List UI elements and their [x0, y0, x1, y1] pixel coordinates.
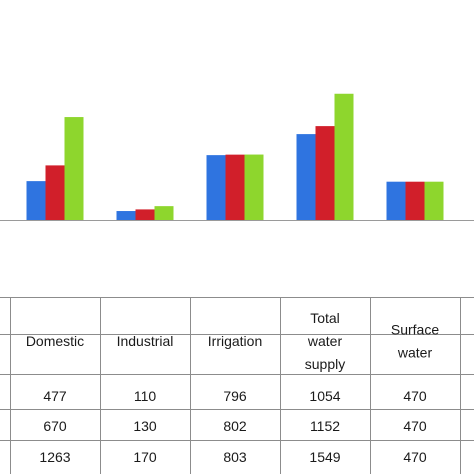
bar-4-series-2: [424, 181, 444, 220]
value-label-1-4: 470: [403, 418, 427, 434]
value-label-2-2: 803: [223, 449, 247, 465]
bar-3-series-1: [315, 126, 335, 220]
bar-0-series-1: [45, 165, 65, 220]
value-label-0-3: 1054: [309, 388, 340, 404]
bar-2-series-1: [225, 154, 245, 220]
bar-0-series-0: [26, 181, 46, 220]
value-label-0-2: 796: [223, 388, 247, 404]
value-label-0-0: 477: [43, 388, 67, 404]
value-label-2-1: 170: [133, 449, 157, 465]
category-label-0: Domestic: [26, 333, 84, 349]
bar-1-series-0: [116, 211, 136, 220]
value-label-1-2: 802: [223, 418, 247, 434]
bar-3-series-2: [334, 93, 354, 220]
category-label-4: Surface water: [391, 322, 439, 361]
data-table-cells: Domestic Industrial Irrigation Total water su…: [26, 310, 440, 465]
bar-1-series-2: [154, 206, 174, 220]
bar-3-series-0: [296, 134, 316, 220]
value-label-2-0: 1263: [39, 449, 70, 465]
category-label-1: Industrial: [117, 333, 174, 349]
bar-4-series-0: [386, 181, 406, 220]
bar-1-series-1: [135, 209, 155, 220]
bar-4-series-1: [405, 181, 425, 220]
value-label-1-0: 670: [43, 418, 67, 434]
value-label-0-4: 470: [403, 388, 427, 404]
category-label-2: Irrigation: [208, 333, 262, 349]
data-table-grid: [0, 297, 474, 474]
value-label-0-1: 110: [134, 388, 157, 404]
value-label-1-3: 1152: [310, 418, 340, 434]
value-label-1-1: 130: [133, 418, 157, 434]
bars-group: [26, 93, 444, 220]
category-label-3: Total water supply: [305, 310, 345, 372]
value-label-2-4: 470: [403, 449, 427, 465]
bar-0-series-2: [64, 117, 84, 220]
value-label-2-3: 1549: [309, 449, 340, 465]
bar-2-series-2: [244, 154, 264, 220]
bar-2-series-0: [206, 155, 226, 220]
